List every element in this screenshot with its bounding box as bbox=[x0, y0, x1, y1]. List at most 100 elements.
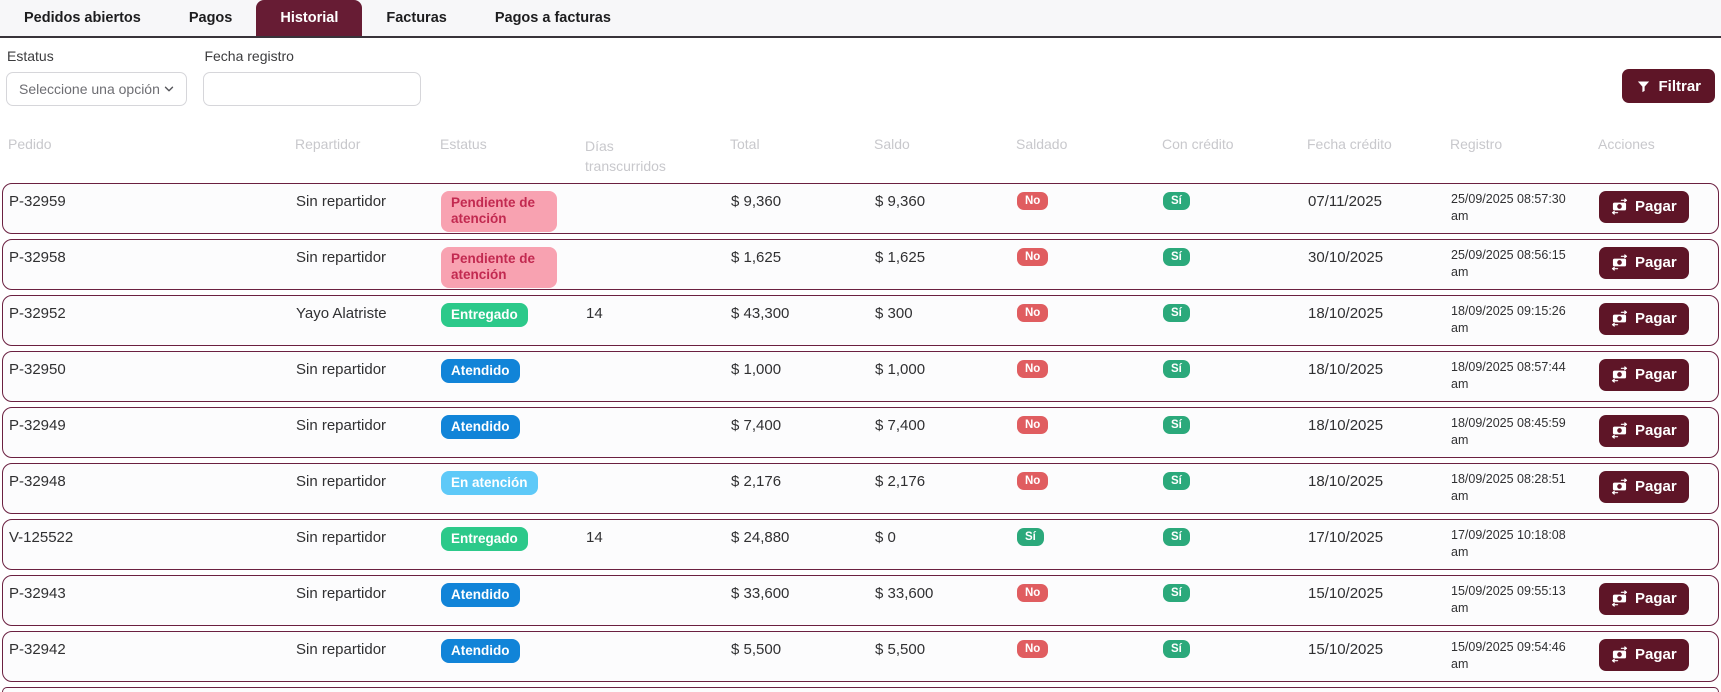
cash-exchange-icon bbox=[1611, 254, 1628, 271]
tab-historial[interactable]: Historial bbox=[256, 0, 363, 36]
tab-pedidos-abiertos[interactable]: Pedidos abiertos bbox=[24, 10, 141, 26]
total-cell: $ 7,400 bbox=[731, 416, 782, 434]
dias-cell bbox=[586, 191, 731, 193]
pedido-cell: P-32942 bbox=[9, 640, 66, 658]
registro-cell: 17/09/2025 10:18:08 am bbox=[1451, 527, 1566, 560]
chevron-down-icon bbox=[162, 82, 176, 96]
cash-exchange-icon bbox=[1611, 590, 1628, 607]
pedido-cell: P-32943 bbox=[9, 584, 66, 602]
table-row: P-32942 Sin repartidor Atendido $ 5,500 … bbox=[2, 630, 1719, 682]
dias-cell bbox=[586, 359, 731, 361]
pedido-cell: P-32950 bbox=[9, 360, 66, 378]
filtrar-button[interactable]: Filtrar bbox=[1622, 69, 1715, 103]
total-cell: $ 9,360 bbox=[731, 192, 782, 210]
filtrar-button-label: Filtrar bbox=[1658, 77, 1701, 95]
table-row: P-32958 Sin repartidor Pendiente de aten… bbox=[2, 238, 1719, 290]
table-row: P-32959 Sin repartidor Pendiente de aten… bbox=[2, 182, 1719, 234]
cash-exchange-icon bbox=[1611, 310, 1628, 327]
saldado-badge: No bbox=[1017, 191, 1049, 210]
total-cell: $ 2,176 bbox=[731, 472, 782, 490]
dias-cell bbox=[586, 247, 731, 249]
con-credito-badge: Sí bbox=[1163, 303, 1190, 322]
col-con-credito: Con crédito bbox=[1162, 136, 1234, 152]
estatus-select-value: Seleccione una opción bbox=[19, 81, 160, 97]
tab-pagos[interactable]: Pagos bbox=[188, 10, 233, 26]
estatus-label: Estatus bbox=[7, 48, 54, 64]
dias-cell: 14 bbox=[586, 304, 603, 322]
saldo-cell: $ 33,600 bbox=[875, 584, 934, 602]
pagar-button[interactable]: Pagar bbox=[1599, 638, 1689, 671]
tab-facturas[interactable]: Facturas bbox=[386, 10, 447, 26]
col-estatus: Estatus bbox=[440, 136, 487, 152]
fecha-registro-input[interactable] bbox=[203, 72, 422, 106]
table-row: V-125522 Sin repartidor Entregado 14 $ 2… bbox=[2, 518, 1719, 570]
registro-cell: 18/09/2025 08:57:44 am bbox=[1451, 359, 1566, 392]
saldo-cell: $ 1,000 bbox=[875, 360, 926, 378]
registro-cell: 15/09/2025 09:54:46 am bbox=[1451, 639, 1566, 672]
pagar-button-label: Pagar bbox=[1635, 366, 1677, 384]
table-header: Pedido Repartidor Estatus Días transcurr… bbox=[0, 122, 1721, 183]
pedido-cell: V-125522 bbox=[9, 528, 74, 546]
order-list: P-32959 Sin repartidor Pendiente de aten… bbox=[0, 182, 1721, 682]
fecha-credito-cell: 17/10/2025 bbox=[1308, 528, 1384, 546]
saldado-badge: No bbox=[1017, 415, 1049, 434]
estatus-select[interactable]: Seleccione una opción bbox=[6, 72, 187, 106]
fecha-credito-cell: 07/11/2025 bbox=[1308, 192, 1382, 210]
cash-exchange-icon bbox=[1611, 422, 1628, 439]
dias-cell bbox=[586, 415, 731, 417]
repartidor-cell: Sin repartidor bbox=[296, 360, 387, 378]
pagar-button[interactable]: Pagar bbox=[1599, 246, 1689, 279]
estatus-badge: En atención bbox=[441, 470, 538, 496]
estatus-badge: Atendido bbox=[441, 414, 520, 440]
repartidor-cell: Sin repartidor bbox=[296, 416, 387, 434]
pagar-button-label: Pagar bbox=[1635, 478, 1677, 496]
col-acciones: Acciones bbox=[1598, 136, 1655, 152]
estatus-badge: Entregado bbox=[441, 526, 528, 552]
total-cell: $ 5,500 bbox=[731, 640, 782, 658]
repartidor-cell: Sin repartidor bbox=[296, 640, 387, 658]
repartidor-cell: Sin repartidor bbox=[296, 584, 387, 602]
partial-next-row bbox=[2, 686, 1719, 692]
cash-exchange-icon bbox=[1611, 646, 1628, 663]
table-row: P-32950 Sin repartidor Atendido $ 1,000 … bbox=[2, 350, 1719, 402]
estatus-badge: Atendido bbox=[441, 358, 520, 384]
cash-exchange-icon bbox=[1611, 366, 1628, 383]
pagar-button[interactable]: Pagar bbox=[1599, 302, 1689, 335]
pedido-cell: P-32949 bbox=[9, 416, 66, 434]
filter-section: Estatus Seleccione una opción Fecha regi… bbox=[0, 38, 1721, 122]
fecha-credito-cell: 18/10/2025 bbox=[1308, 416, 1384, 434]
registro-cell: 15/09/2025 09:55:13 am bbox=[1451, 583, 1566, 616]
saldado-badge: No bbox=[1017, 247, 1049, 266]
pagar-button[interactable]: Pagar bbox=[1599, 358, 1689, 391]
col-fecha-credito: Fecha crédito bbox=[1307, 136, 1392, 152]
saldado-badge: Sí bbox=[1017, 527, 1044, 546]
estatus-badge: Pendiente de atención bbox=[441, 246, 557, 289]
registro-cell: 18/09/2025 08:28:51 am bbox=[1451, 471, 1566, 504]
col-repartidor: Repartidor bbox=[295, 136, 361, 152]
total-cell: $ 33,600 bbox=[731, 584, 790, 602]
pagar-button[interactable]: Pagar bbox=[1599, 414, 1689, 447]
tab-pagos-a-facturas[interactable]: Pagos a facturas bbox=[494, 10, 611, 26]
estatus-badge: Entregado bbox=[441, 302, 528, 328]
con-credito-badge: Sí bbox=[1163, 415, 1190, 434]
saldado-badge: No bbox=[1017, 471, 1049, 490]
saldo-cell: $ 300 bbox=[875, 304, 913, 322]
col-saldo: Saldo bbox=[874, 136, 910, 152]
table-row: P-32943 Sin repartidor Atendido $ 33,600… bbox=[2, 574, 1719, 626]
fecha-credito-cell: 30/10/2025 bbox=[1308, 248, 1384, 266]
fecha-registro-label: Fecha registro bbox=[204, 48, 294, 64]
estatus-badge: Atendido bbox=[441, 582, 520, 608]
registro-cell: 25/09/2025 08:57:30 am bbox=[1451, 191, 1566, 224]
fecha-credito-cell: 15/10/2025 bbox=[1308, 640, 1384, 658]
pagar-button[interactable]: Pagar bbox=[1599, 582, 1689, 615]
pagar-button-label: Pagar bbox=[1635, 198, 1677, 216]
pagar-button[interactable]: Pagar bbox=[1599, 470, 1689, 503]
pagar-button-label: Pagar bbox=[1635, 646, 1677, 664]
con-credito-badge: Sí bbox=[1163, 471, 1190, 490]
table-row: P-32949 Sin repartidor Atendido $ 7,400 … bbox=[2, 406, 1719, 458]
con-credito-badge: Sí bbox=[1163, 359, 1190, 378]
repartidor-cell: Yayo Alatriste bbox=[296, 304, 387, 322]
pagar-button[interactable]: Pagar bbox=[1599, 190, 1689, 223]
table-row: P-32952 Yayo Alatriste Entregado 14 $ 43… bbox=[2, 294, 1719, 346]
pagar-button-label: Pagar bbox=[1635, 254, 1677, 272]
